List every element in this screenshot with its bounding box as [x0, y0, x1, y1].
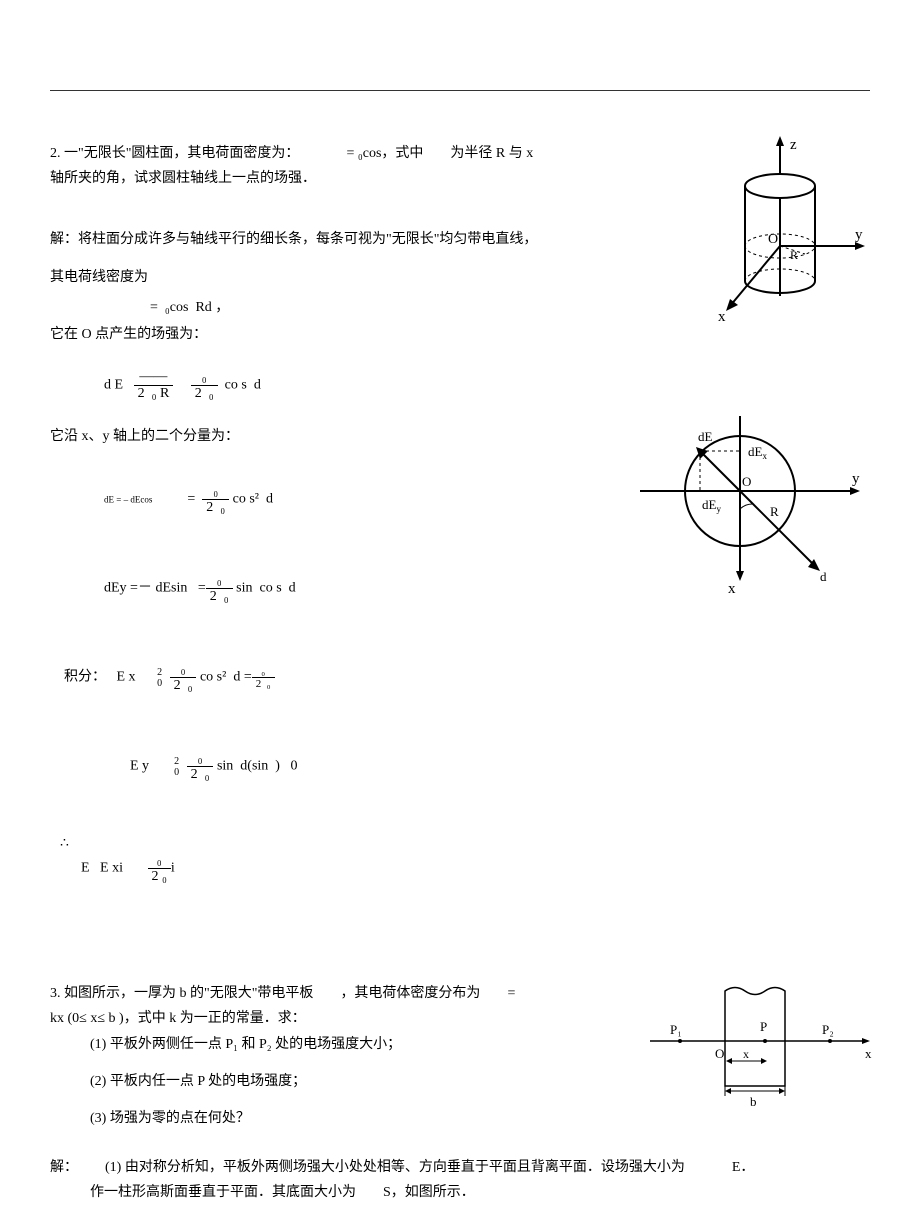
Ex-rn: ₀	[252, 665, 275, 678]
svg-text:x: x	[865, 1046, 872, 1061]
p2-text-b: =	[346, 146, 357, 161]
cylinder-svg: z O R y x	[690, 131, 870, 341]
svg-text:P₁: P₁	[670, 1022, 682, 1037]
svg-text:dEy: dEy	[702, 497, 721, 514]
Ey-top: 2	[170, 756, 183, 767]
svg-text:O: O	[768, 232, 778, 247]
p2-statement: 2. 一"无限长"圆柱面，其电荷面密度为： = ₀cos，式中 为半径 R 与 …	[50, 141, 610, 191]
slab-diagram: x P₁ P P₂ O x b	[640, 976, 880, 1131]
p3-sol1a: (1) 由对称分析知，平板外两侧场强大小处处相等、方向垂直于平面且背离平面．设场…	[105, 1160, 685, 1175]
page-rule	[50, 90, 870, 91]
Ex-rd: 2 ₀	[252, 678, 275, 690]
Ex-top: 2	[153, 667, 166, 678]
dEy-left: dEy =－ dEsin	[104, 581, 187, 596]
svg-text:R: R	[770, 504, 779, 519]
svg-text:dE: dE	[698, 429, 713, 444]
Ey-label: E y	[130, 759, 149, 774]
p3-q1: (1) 平板外两侧任一点 P₁ 和 P₂ 处的电场强度大小；	[50, 1032, 610, 1057]
svg-text:dEx: dEx	[748, 444, 767, 461]
dEx-d: 2 ₀	[202, 500, 229, 516]
dEy-tail: sin co s d	[236, 581, 296, 596]
dEy-d: 2 ₀	[206, 589, 233, 605]
svg-text:P: P	[760, 1019, 767, 1034]
p2-text-d: 为半径 R 与 x	[450, 146, 533, 161]
p3-text-b: ，其电荷体密度分布为	[340, 986, 480, 1001]
cylinder-diagram: z O R y x	[690, 131, 870, 346]
p3-sol1c: 作一柱形高斯面垂直于平面．其底面大小为	[90, 1185, 356, 1200]
p2-number: 2.	[50, 146, 61, 161]
p3-sol1c-wrap: 作一柱形高斯面垂直于平面．其底面大小为 S，如图所示．	[50, 1180, 830, 1205]
svg-text:P₂: P₂	[822, 1022, 834, 1037]
p3-sol1d: S，如图所示．	[383, 1185, 475, 1200]
p2-integral-Ey: E y 20 ₀2 ₀ sin d(sin ) 0	[50, 734, 870, 799]
dEy-eq: =	[198, 581, 206, 596]
svg-text:O: O	[715, 1046, 724, 1061]
final-d: 2 ₀	[148, 869, 171, 885]
Ex-bot: 0	[153, 678, 166, 689]
dE-d1: 2 ₀ R	[134, 386, 174, 402]
p2-text-c: ₀cos，式中	[358, 146, 424, 161]
dE-n1: ——	[134, 369, 174, 386]
dEx-tail: co s² d	[233, 492, 273, 507]
final-E: E E xi	[81, 861, 123, 876]
p3-number: 3.	[50, 986, 61, 1001]
dE-tail: co s d	[225, 378, 261, 393]
p2-components: 它沿 x、y 轴上的二个分量为：	[50, 424, 610, 449]
Ey-tail: sin d(sin ) 0	[217, 759, 298, 774]
final-n: ₀	[148, 852, 171, 869]
dE-d2: 2 ₀	[191, 386, 218, 402]
svg-text:y: y	[852, 471, 860, 487]
Ex-label: E x	[117, 670, 136, 685]
problem-2: z O R y x y x	[50, 141, 870, 901]
p2-integral-Ex: 积分： E x 20 ₀2 ₀ co s² d =₀2 ₀	[50, 645, 870, 710]
svg-text:x: x	[718, 309, 726, 325]
svg-text:b: b	[750, 1094, 757, 1109]
p3-text-a: 如图所示，一厚为 b 的"无限大"带电平板	[64, 986, 313, 1001]
problem-3: x P₁ P P₂ O x b 3. 如图所示，一厚为 b 的"无限大"带电平板…	[50, 981, 870, 1205]
p2-sol-l3: 它在 O 点产生的场强为：	[50, 322, 610, 347]
svg-text:d: d	[820, 569, 827, 584]
p2-line2: 轴所夹的角，试求圆柱轴线上一点的场强．	[50, 171, 316, 186]
dEx-n: ₀	[202, 483, 229, 500]
p3-statement: 3. 如图所示，一厚为 b 的"无限大"带电平板 ，其电荷体密度分布为 =	[50, 981, 610, 1006]
svg-text:y: y	[855, 227, 863, 243]
Ex-d: 2 ₀	[170, 678, 197, 694]
svg-text:R: R	[790, 248, 798, 262]
p2-text-a: 一"无限长"圆柱面，其电荷面密度为：	[64, 146, 299, 161]
circle-diagram: y x dE dEx dEy O R d	[630, 401, 870, 606]
dE-label: d E	[104, 378, 123, 393]
dEx-eq: =	[187, 492, 195, 507]
svg-text:x: x	[728, 581, 736, 597]
dEy-n: ₀	[206, 572, 233, 589]
final-tail: i	[171, 861, 175, 876]
Ey-d: 2 ₀	[187, 767, 214, 783]
p3-sol: 解： (1) 由对称分析知，平板外两侧场强大小处处相等、方向垂直于平面且背离平面…	[50, 1155, 830, 1180]
dEx-left: dE = – dEcos	[104, 495, 152, 505]
Ex-tail: co s² d =	[200, 670, 252, 685]
Ey-n: ₀	[187, 750, 214, 767]
p2-sol-intro: 解：将柱面分成许多与轴线平行的细长条，每条可视为"无限长"均匀带电直线，	[50, 227, 610, 252]
svg-text:x: x	[743, 1047, 749, 1061]
Ex-n: ₀	[170, 661, 197, 678]
circle-svg: y x dE dEx dEy O R d	[630, 401, 870, 601]
p2-final: E E xi ₀2 ₀i	[50, 835, 870, 901]
slab-svg: x P₁ P P₂ O x b	[640, 976, 880, 1126]
Ey-bot: 0	[170, 767, 183, 778]
svg-text:O: O	[742, 474, 751, 489]
p3-q2: (2) 平板内任一点 P 处的电场强度；	[50, 1069, 610, 1094]
dE-n2: ₀	[191, 369, 218, 386]
int-label: 积分：	[64, 670, 106, 685]
p3-text-c: =	[507, 986, 515, 1001]
p3-line2: kx (0≤ x≤ b )，式中 k 为一正的常量．求：	[50, 1006, 610, 1031]
svg-text:z: z	[790, 137, 797, 153]
p3-sol1b: E．	[732, 1160, 755, 1175]
p3-sol-label: 解：	[50, 1160, 78, 1175]
p3-q3: (3) 场强为零的点在何处？	[50, 1106, 610, 1131]
p2-sol-l2: 其电荷线密度为	[50, 265, 610, 290]
